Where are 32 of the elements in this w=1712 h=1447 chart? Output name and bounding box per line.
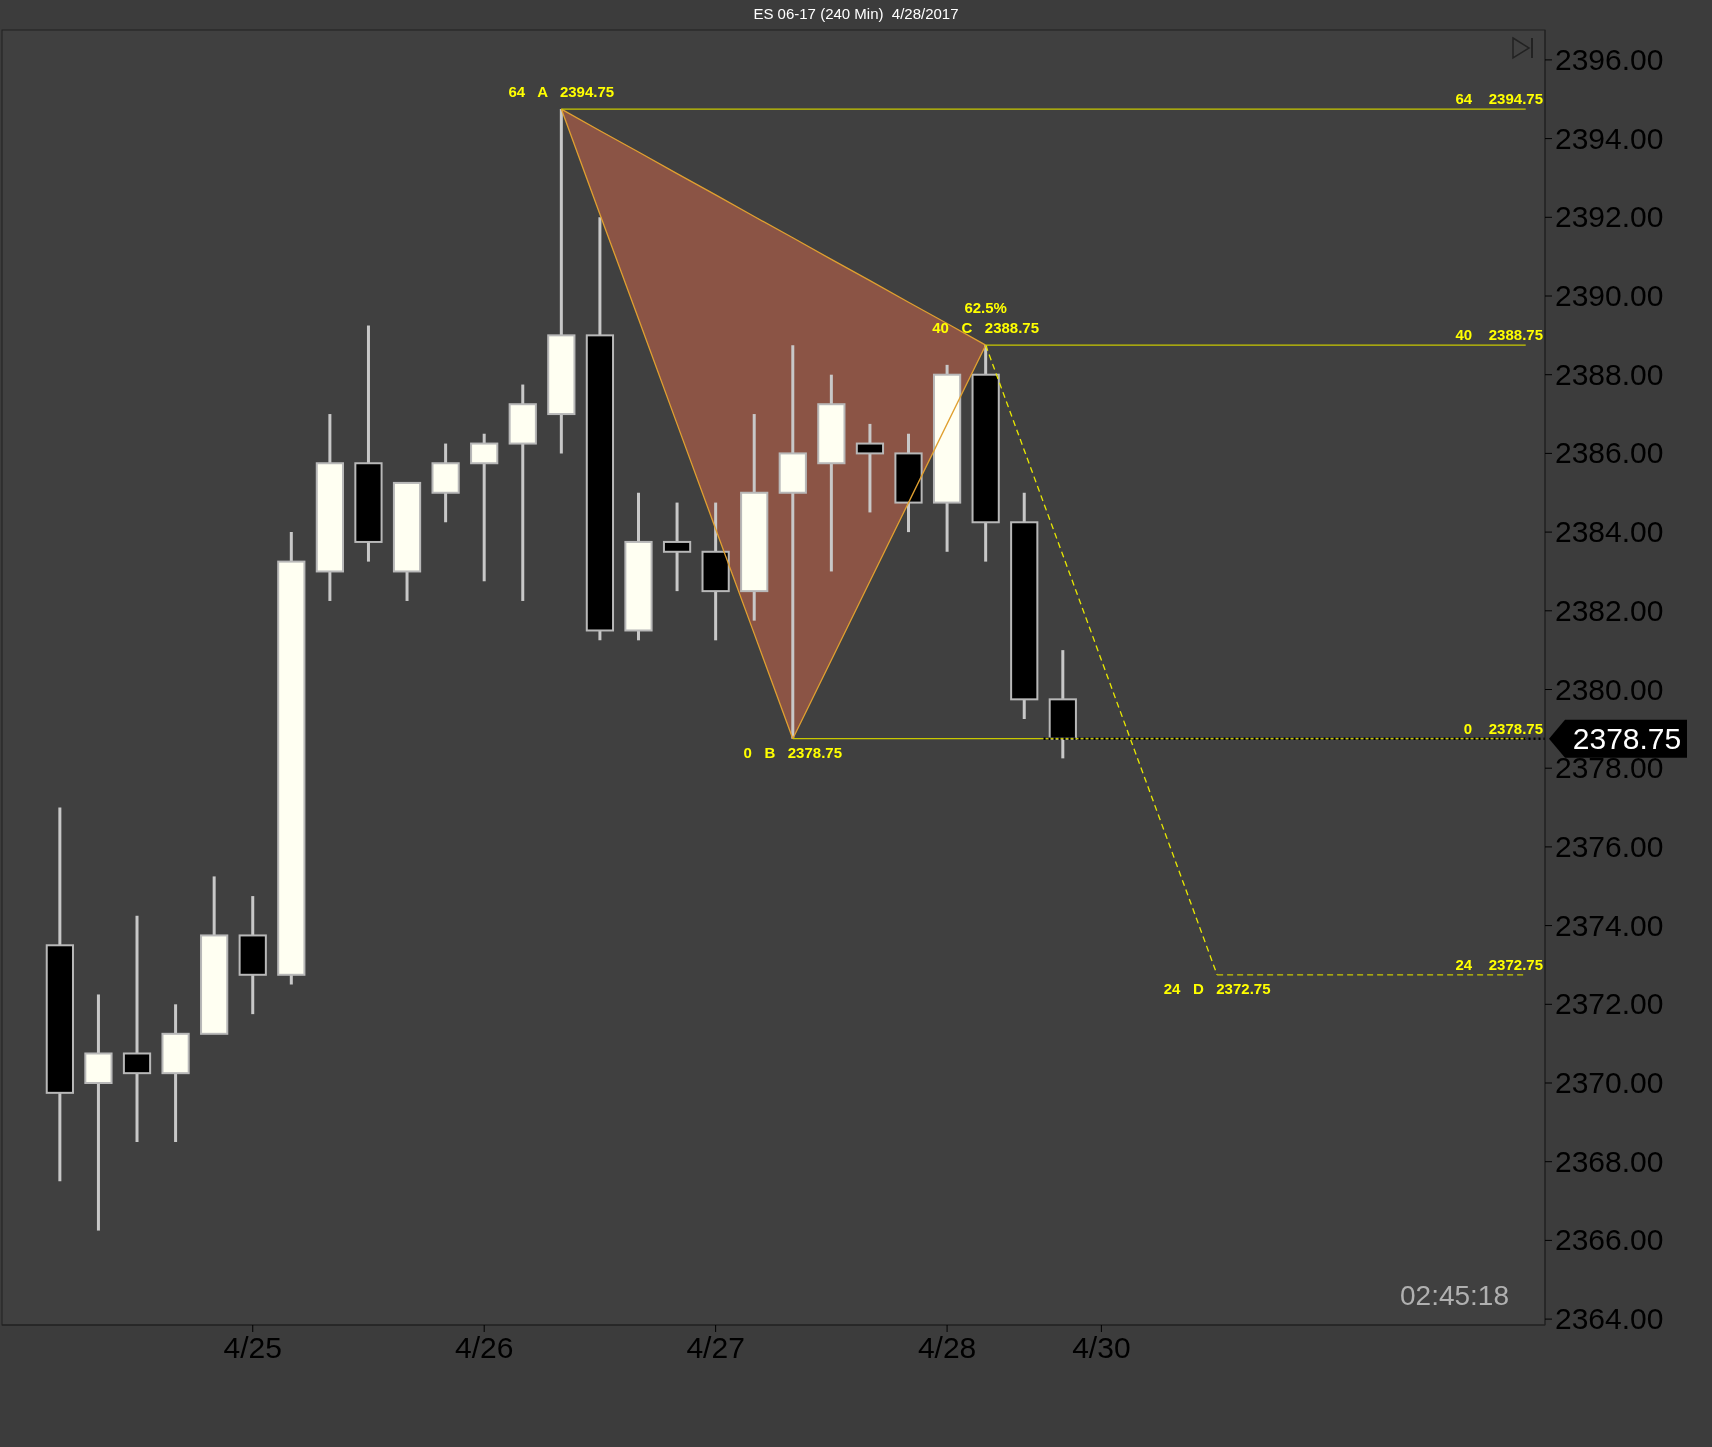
x-tick-label: 4/27 [686, 1331, 745, 1364]
annotation: 24 D 2372.75 [1163, 979, 1271, 997]
y-tick-label: 2386.00 [1555, 436, 1664, 470]
y-tick-label: 2376.00 [1555, 829, 1664, 863]
y-tick-label: 2384.00 [1555, 515, 1664, 549]
y-tick-label: 2380.00 [1555, 672, 1664, 706]
annotation: 64 A 2394.75 [508, 83, 615, 101]
y-tick-label: 2390.00 [1555, 279, 1664, 312]
x-tick-label: 4/30 [1072, 1331, 1131, 1364]
annotation: 40 C 2388.75 [932, 319, 1040, 337]
series-label: 64 2394.75 [1455, 90, 1543, 108]
y-tick-label: 2366.00 [1555, 1223, 1664, 1257]
chart-title: ES 06-17 (240 Min) 4/28/2017 [753, 5, 959, 22]
y-tick-label: 2392.00 [1555, 200, 1664, 234]
series-label: 0 2378.75 [1463, 719, 1543, 737]
series-label: 24 2372.75 [1455, 955, 1543, 973]
annotation: 02:45:18 [1400, 1280, 1509, 1311]
y-tick-label: 2368.00 [1555, 1144, 1664, 1178]
x-tick-label: 4/26 [454, 1331, 514, 1364]
y-tick-label: 2370.00 [1555, 1066, 1664, 1099]
y-tick-label: 2364.00 [1555, 1302, 1664, 1336]
y-tick-label: 2396.00 [1555, 42, 1664, 76]
y-tick-label: 2388.00 [1555, 357, 1664, 391]
annotation: 0 B 2378.75 [743, 743, 842, 761]
x-tick-label: 4/25 [223, 1331, 282, 1364]
y-tick-label: 2372.00 [1555, 987, 1664, 1021]
series-label: 40 2388.75 [1455, 326, 1543, 344]
annotation: 62.5% [964, 299, 1007, 317]
x-tick-label: 4/28 [917, 1331, 977, 1364]
y-tick-label: 2382.00 [1555, 593, 1664, 627]
y-tick-label: 2374.00 [1555, 908, 1664, 942]
y-tick-label: 2394.00 [1555, 121, 1664, 155]
